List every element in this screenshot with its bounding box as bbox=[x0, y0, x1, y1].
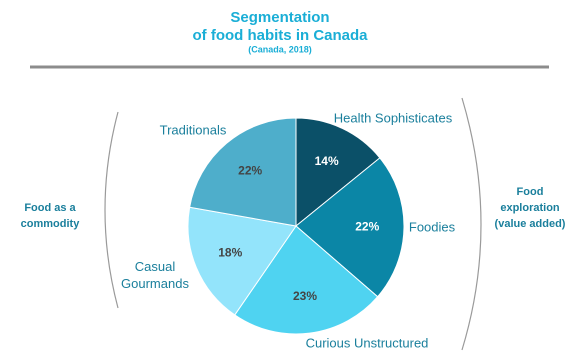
annotation: Food bbox=[517, 186, 544, 198]
value-label: 18% bbox=[218, 246, 242, 260]
value-label: 22% bbox=[238, 164, 262, 178]
category-label: Curious Unstructured bbox=[306, 335, 429, 350]
value-label: 23% bbox=[293, 289, 317, 303]
pie-slice bbox=[234, 225, 379, 335]
chart-title: Segmentation bbox=[230, 9, 329, 26]
annotation: (value added) bbox=[495, 218, 566, 230]
annotation: exploration bbox=[500, 202, 560, 214]
left-bracket bbox=[104, 111, 119, 309]
category-label: Traditionals bbox=[160, 122, 227, 137]
pie-slice bbox=[187, 206, 297, 316]
pie-slice bbox=[295, 117, 381, 228]
value-label: 14% bbox=[315, 154, 339, 168]
category-label: Health Sophisticates bbox=[334, 110, 453, 125]
annotation: Food as a bbox=[24, 202, 76, 214]
category-label: Foodies bbox=[409, 219, 456, 234]
right-bracket bbox=[461, 97, 482, 351]
pie-slice bbox=[295, 157, 405, 298]
annotation: commodity bbox=[21, 218, 81, 230]
chart-subtitle: (Canada, 2018) bbox=[248, 44, 312, 54]
chart-title: of food habits in Canada bbox=[193, 27, 369, 44]
pie-slice bbox=[189, 117, 297, 227]
value-label: 22% bbox=[355, 219, 379, 233]
category-label: Casual Gourmands bbox=[121, 259, 189, 291]
